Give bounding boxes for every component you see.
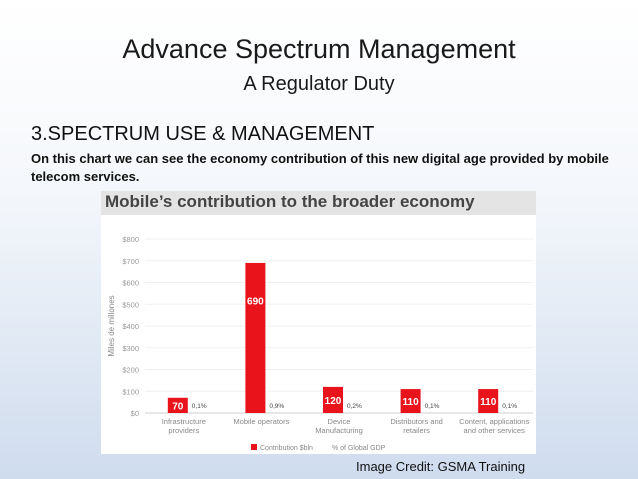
gdp-percent-label: 0,9% xyxy=(269,403,284,410)
bar-value-label: 120 xyxy=(325,396,342,407)
gdp-percent-label: 0,1% xyxy=(425,403,440,410)
chart-image: Mobile’s contribution to the broader eco… xyxy=(101,191,536,454)
y-tick-label: $100 xyxy=(122,387,139,396)
x-category-label: Distributors and xyxy=(390,417,443,426)
bar-4 xyxy=(478,389,499,413)
y-tick-label: $0 xyxy=(131,409,139,418)
bar-value-label: 110 xyxy=(403,397,420,408)
gdp-percent-label: 0,1% xyxy=(502,403,517,410)
x-category-label: Device xyxy=(328,417,351,426)
legend-label-contribution: Contribution $bln xyxy=(260,445,313,452)
y-tick-label: $300 xyxy=(122,344,139,353)
y-tick-label: $800 xyxy=(122,235,139,244)
y-tick-label: $600 xyxy=(122,279,139,288)
x-category-label: retailers xyxy=(403,426,430,435)
x-category-label: and other services xyxy=(464,426,526,435)
y-tick-label: $700 xyxy=(122,257,139,266)
y-tick-label: $500 xyxy=(122,300,139,309)
x-category-label: Manufacturing xyxy=(315,426,363,435)
gdp-percent-label: 0,1% xyxy=(192,403,207,410)
bar-value-label: 110 xyxy=(480,397,497,408)
y-tick-label: $400 xyxy=(122,322,139,331)
y-axis-label: Miles de millones xyxy=(107,295,116,356)
bar-0 xyxy=(167,397,188,413)
slide-title: Advance Spectrum Management xyxy=(122,34,516,64)
bar-chart: Miles de millones $0 $100 $200 $300 $400 $500 $… xyxy=(107,235,533,452)
legend-label-gdp: % of Global GDP xyxy=(332,445,386,452)
x-category-label: Infrastructure xyxy=(162,417,206,426)
chart-title: Mobile’s contribution to the broader eco… xyxy=(105,192,475,211)
y-tick-label: $200 xyxy=(122,366,139,375)
image-credit: Image Credit: GSMA Training xyxy=(356,459,526,474)
bar-3 xyxy=(400,389,421,413)
legend-swatch-contribution xyxy=(251,444,257,450)
bar-value-label: 70 xyxy=(172,401,184,412)
bar-value-label: 690 xyxy=(247,296,264,307)
bar-1 xyxy=(245,262,266,413)
x-category-label: providers xyxy=(168,426,199,435)
bar-2 xyxy=(323,386,343,413)
x-category-label: Mobile operators xyxy=(233,417,289,426)
x-category-label: Content, applications xyxy=(459,417,529,426)
chart-description: On this chart we can see the economy con… xyxy=(31,151,609,184)
slide-subtitle: A Regulator Duty xyxy=(243,73,395,95)
section-heading: 3.SPECTRUM USE & MANAGEMENT xyxy=(31,123,375,145)
gdp-percent-label: 0,2% xyxy=(347,403,362,410)
chart-banner: Mobile’s contribution to the broader eco… xyxy=(101,191,536,215)
